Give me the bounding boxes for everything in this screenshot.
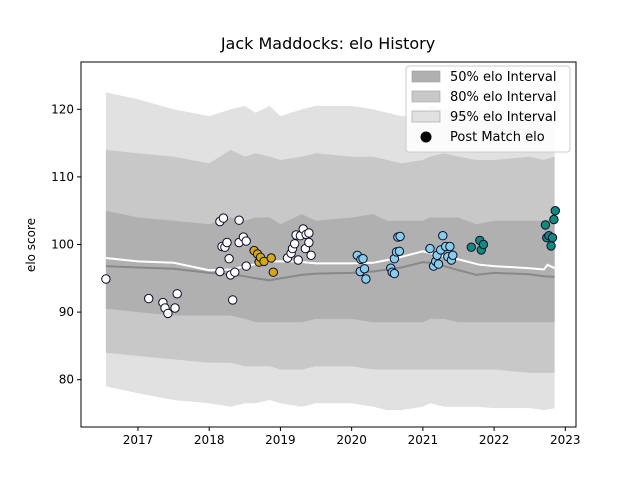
post-match-point xyxy=(448,250,458,261)
x-tick-label: 2018 xyxy=(194,433,225,447)
post-match-point xyxy=(389,268,400,279)
post-match-point xyxy=(546,241,556,251)
post-match-point xyxy=(445,241,455,252)
post-match-point xyxy=(215,266,225,277)
post-match-point xyxy=(241,261,251,271)
post-match-point xyxy=(224,254,234,264)
post-match-point xyxy=(306,250,316,261)
y-axis: 80 90 100 110 120 xyxy=(51,102,81,387)
post-match-point xyxy=(547,233,558,243)
x-tick-label: 2020 xyxy=(336,433,367,447)
y-tick-label: 80 xyxy=(59,373,74,387)
y-tick-label: 90 xyxy=(59,305,74,319)
post-match-point xyxy=(163,308,173,319)
post-match-point xyxy=(172,289,182,299)
legend-swatch xyxy=(411,90,441,103)
legend-box xyxy=(405,65,571,153)
post-match-point xyxy=(293,255,303,265)
post-match-point xyxy=(228,295,238,305)
x-tick-label: 2019 xyxy=(265,433,296,447)
legend-swatch xyxy=(411,110,441,123)
post-match-point xyxy=(540,220,551,230)
legend-label: 50% elo Interval xyxy=(450,70,557,85)
post-match-point xyxy=(361,274,371,284)
legend-label: 95% elo Interval xyxy=(450,110,557,125)
interval-bands xyxy=(105,92,555,411)
post-match-point xyxy=(234,215,244,225)
post-match-point xyxy=(550,206,560,216)
x-axis: 2017 2018 2019 2020 2021 2022 2023 xyxy=(123,427,581,447)
post-match-point xyxy=(395,231,405,242)
legend: 50% elo Interval 80% elo Interval 95% elo … xyxy=(405,65,571,153)
legend-marker xyxy=(420,131,432,143)
post-match-point xyxy=(101,274,111,284)
post-match-point xyxy=(241,236,251,246)
chart-title: Jack Maddocks: elo History xyxy=(220,34,435,53)
post-match-point xyxy=(268,267,278,277)
post-match-point xyxy=(549,214,559,225)
x-tick-label: 2022 xyxy=(479,433,510,447)
legend-swatch xyxy=(411,70,441,83)
post-match-point xyxy=(358,254,368,264)
post-match-point xyxy=(425,243,435,254)
x-tick-label: 2023 xyxy=(550,433,581,447)
post-match-point xyxy=(438,231,448,241)
y-tick-label: 120 xyxy=(51,102,74,116)
post-match-point xyxy=(290,239,300,249)
y-tick-label: 100 xyxy=(51,238,74,252)
post-match-point xyxy=(222,237,232,248)
post-match-point xyxy=(230,267,240,277)
y-tick-label: 110 xyxy=(51,170,74,184)
post-match-point xyxy=(266,253,276,263)
post-match-point xyxy=(170,303,180,313)
x-tick-label: 2017 xyxy=(123,433,154,447)
post-match-point xyxy=(304,237,314,248)
post-match-point xyxy=(478,239,489,250)
post-match-point xyxy=(304,228,314,238)
post-match-point xyxy=(144,293,154,304)
x-tick-label: 2021 xyxy=(408,433,439,447)
legend-label: Post Match elo xyxy=(450,130,545,145)
post-match-point xyxy=(394,246,405,257)
post-match-point xyxy=(218,213,229,223)
post-match-points xyxy=(101,206,560,319)
post-match-point xyxy=(433,259,444,269)
y-axis-label: elo score xyxy=(24,218,38,272)
legend-label: 80% elo Interval xyxy=(450,90,557,105)
post-match-point xyxy=(359,264,370,274)
post-match-point xyxy=(466,242,476,252)
